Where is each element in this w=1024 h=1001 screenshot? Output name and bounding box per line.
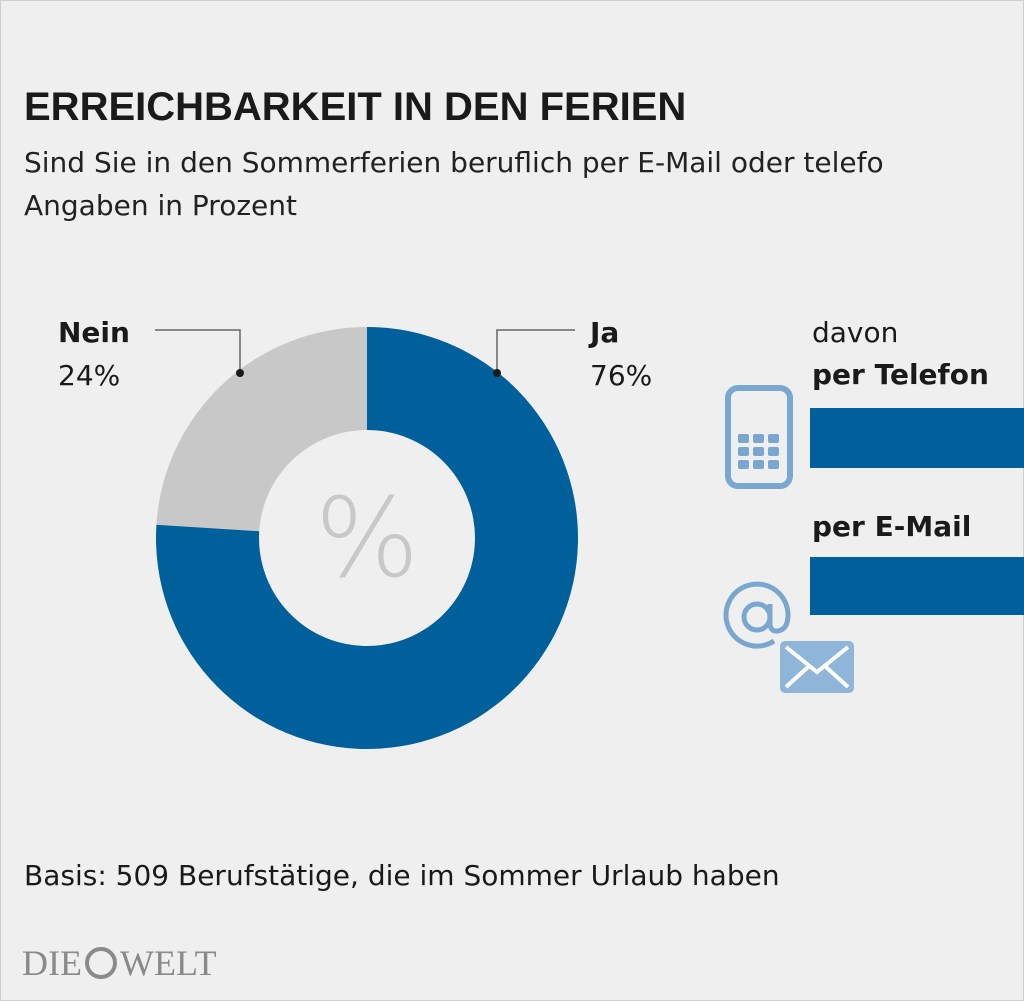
leader-dot xyxy=(236,369,244,377)
slice-label: Ja xyxy=(588,316,619,349)
pie-slice xyxy=(156,327,367,532)
slice-label: Nein xyxy=(58,316,130,349)
slice-value: 76% xyxy=(590,359,652,392)
leader-line xyxy=(155,329,241,373)
center-label: % xyxy=(315,474,420,602)
subtitle: Sind Sie in den Sommerferien beruflich p… xyxy=(24,146,884,179)
breakdown-intro: davon xyxy=(812,316,898,349)
logo-text: DIE xyxy=(22,943,82,983)
pie-slice xyxy=(155,327,578,750)
logo-globe xyxy=(85,947,117,979)
phone-icon xyxy=(725,385,793,489)
leader-line xyxy=(496,329,575,373)
unit-note: Angaben in Prozent xyxy=(24,189,297,222)
email-icon xyxy=(723,581,854,693)
chart-title: ERREICHBARKEIT IN DEN FERIEN xyxy=(24,85,686,129)
slice-value: 24% xyxy=(58,359,120,392)
breakdown-label: per Telefon xyxy=(812,358,989,391)
breakdown-label: per E-Mail xyxy=(812,510,971,543)
breakdown-bar xyxy=(810,557,1024,615)
source-note: Basis: 509 Berufstätige, die im Sommer U… xyxy=(24,859,780,892)
breakdown-bar xyxy=(810,408,1024,468)
logo-text: WELT xyxy=(120,943,217,983)
leader-dot xyxy=(493,369,501,377)
